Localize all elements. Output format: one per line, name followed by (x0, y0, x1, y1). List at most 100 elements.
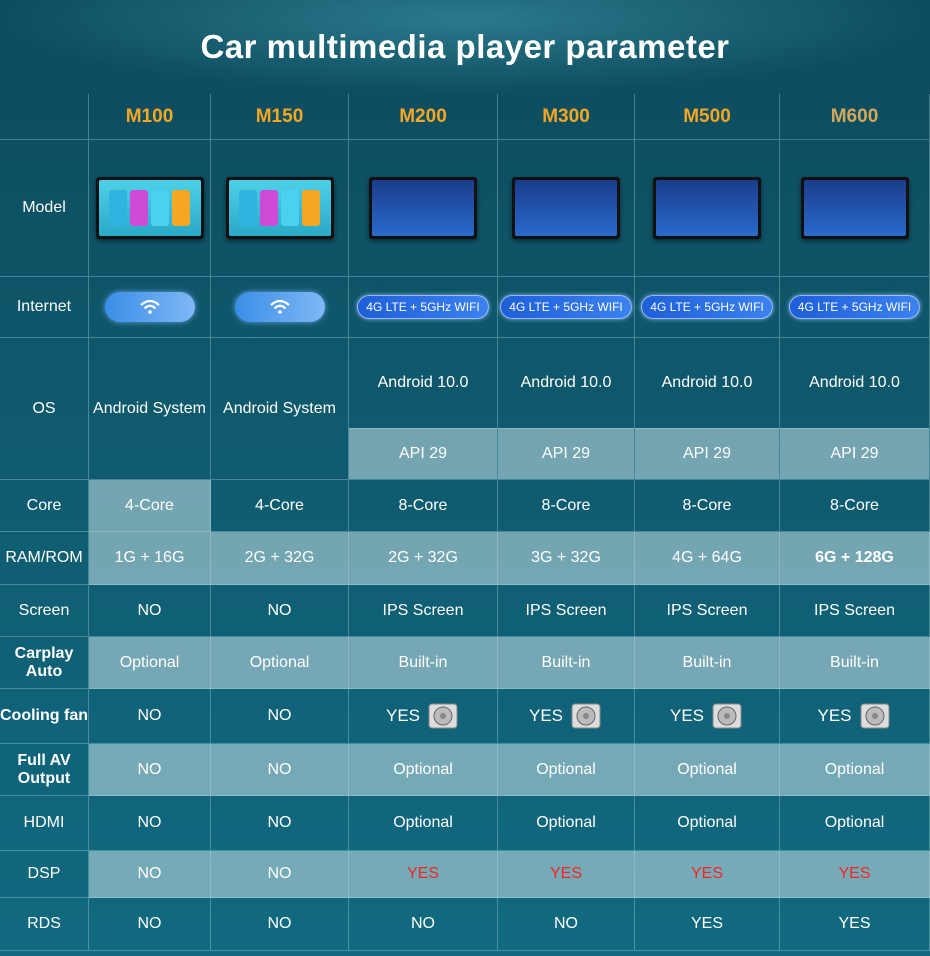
hdmi-value: NO (89, 796, 211, 851)
ram-value: 6G + 128G (780, 532, 930, 585)
row-label-carplay: Carplay Auto (0, 637, 89, 689)
hdmi-value: Optional (780, 796, 930, 851)
model-image-m600 (780, 140, 930, 277)
ram-value: 3G + 32G (498, 532, 635, 585)
core-value: 8-Core (635, 480, 780, 532)
model-header-m150: M150 (211, 94, 349, 140)
wifi-icon (234, 292, 325, 322)
model-header-m500: M500 (635, 94, 780, 140)
model-header-m200: M200 (349, 94, 498, 140)
lte-badge: 4G LTE + 5GHz WIFI (500, 295, 632, 319)
dsp-value: NO (211, 851, 349, 898)
screen-value: NO (89, 585, 211, 637)
model-image-m300 (498, 140, 635, 277)
dsp-value: YES (635, 851, 780, 898)
row-label-os: OS (0, 338, 89, 480)
corner-cell (0, 94, 89, 140)
os-version: Android 10.0 (661, 374, 753, 391)
dsp-value: YES (498, 851, 635, 898)
rds-value: NO (89, 898, 211, 951)
api-level: API 29 (780, 428, 929, 479)
dsp-value: NO (89, 851, 211, 898)
ram-value: 4G + 64G (635, 532, 780, 585)
os-version: Android 10.0 (809, 374, 900, 391)
fullav-value: NO (89, 744, 211, 796)
core-value: 4-Core (89, 480, 211, 532)
fullav-value: Optional (498, 744, 635, 796)
carplay-value: Optional (211, 637, 349, 689)
hdmi-value: Optional (349, 796, 498, 851)
os-value: Android System (211, 338, 349, 480)
dsp-value: YES (349, 851, 498, 898)
os-version: Android 10.0 (377, 374, 469, 391)
rds-value: NO (349, 898, 498, 951)
model-image-m500 (635, 140, 780, 277)
rds-value: NO (498, 898, 635, 951)
fullav-value: Optional (349, 744, 498, 796)
screen-value: IPS Screen (780, 585, 930, 637)
carplay-value: Built-in (780, 637, 930, 689)
ram-value: 1G + 16G (89, 532, 211, 585)
screen-value: NO (211, 585, 349, 637)
row-label-core: Core (0, 480, 89, 532)
core-value: 4-Core (211, 480, 349, 532)
rds-value: NO (211, 898, 349, 951)
parameter-table: M100 M150 M200 M300 M500 M600 Model Inte… (0, 94, 930, 951)
lte-badge: 4G LTE + 5GHz WIFI (357, 295, 489, 319)
fan-icon (710, 701, 744, 731)
model-header-m600: M600 (780, 94, 930, 140)
cooling-value: NO (211, 689, 349, 744)
row-label-hdmi: HDMI (0, 796, 89, 851)
rds-value: YES (780, 898, 930, 951)
rds-value: YES (635, 898, 780, 951)
fullav-value: NO (211, 744, 349, 796)
page-title: Car multimedia player parameter (0, 0, 930, 94)
os-value: Android System (89, 338, 211, 480)
core-value: 8-Core (349, 480, 498, 532)
model-header-m300: M300 (498, 94, 635, 140)
screen-value: IPS Screen (635, 585, 780, 637)
row-label-screen: Screen (0, 585, 89, 637)
row-label-ram: RAM/ROM (0, 532, 89, 585)
cooling-value: YES (528, 706, 564, 725)
lte-badge: 4G LTE + 5GHz WIFI (641, 295, 773, 319)
row-label-model: Model (0, 140, 89, 277)
model-image-m100 (89, 140, 211, 277)
model-image-m200 (349, 140, 498, 277)
fan-icon (569, 701, 603, 731)
api-level: API 29 (635, 428, 779, 479)
api-level: API 29 (349, 428, 497, 479)
core-value: 8-Core (498, 480, 635, 532)
hdmi-value: NO (211, 796, 349, 851)
hdmi-value: Optional (635, 796, 780, 851)
cooling-value: YES (385, 706, 421, 725)
os-version: Android 10.0 (520, 374, 612, 391)
lte-badge: 4G LTE + 5GHz WIFI (788, 295, 921, 319)
row-label-rds: RDS (0, 898, 89, 951)
ram-value: 2G + 32G (349, 532, 498, 585)
carplay-value: Built-in (349, 637, 498, 689)
wifi-icon (104, 292, 195, 322)
hdmi-value: Optional (498, 796, 635, 851)
ram-value: 2G + 32G (211, 532, 349, 585)
carplay-value: Built-in (498, 637, 635, 689)
model-header-m100: M100 (89, 94, 211, 140)
fullav-value: Optional (780, 744, 930, 796)
fan-icon (858, 701, 892, 731)
screen-value: IPS Screen (498, 585, 635, 637)
cooling-value: YES (817, 706, 852, 725)
api-level: API 29 (498, 428, 634, 479)
row-label-dsp: DSP (0, 851, 89, 898)
fan-icon (426, 701, 460, 731)
row-label-internet: Internet (0, 277, 89, 338)
core-value: 8-Core (780, 480, 930, 532)
screen-value: IPS Screen (349, 585, 498, 637)
carplay-value: Optional (89, 637, 211, 689)
row-label-fullav: Full AV Output (0, 744, 89, 796)
cooling-value: NO (89, 689, 211, 744)
dsp-value: YES (780, 851, 930, 898)
row-label-cooling: Cooling fan (0, 689, 89, 744)
carplay-value: Built-in (635, 637, 780, 689)
model-image-m150 (211, 140, 349, 277)
cooling-value: YES (669, 706, 705, 725)
